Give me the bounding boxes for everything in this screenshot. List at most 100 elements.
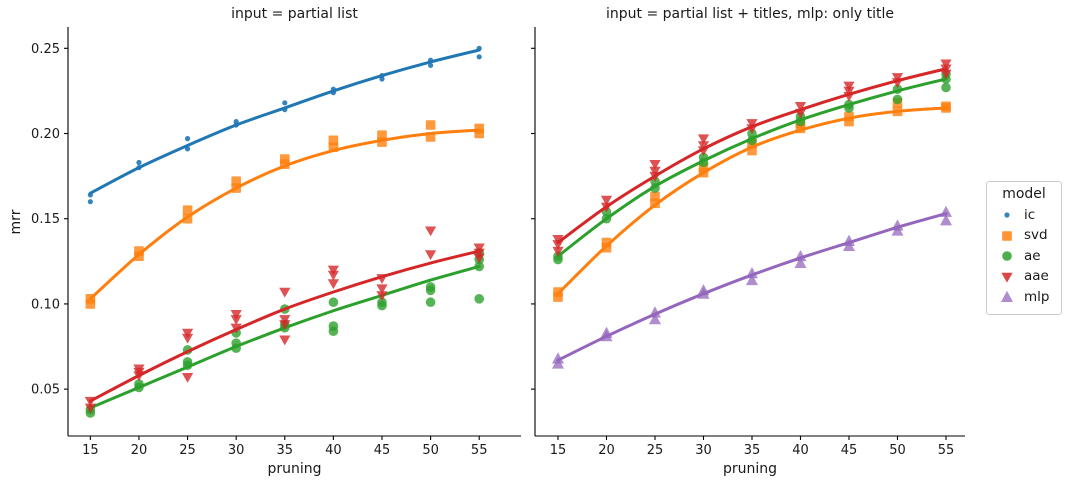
legend-entry-label: ae xyxy=(1024,247,1041,264)
scatter-point xyxy=(233,118,239,125)
scatter-point xyxy=(1004,212,1010,218)
scatter-point xyxy=(230,309,242,320)
x-tick-label: 50 xyxy=(889,443,906,458)
scatter-point xyxy=(649,166,661,177)
legend-entry-label: ic xyxy=(1024,206,1036,223)
legend-entry-ae: ae xyxy=(987,246,1061,267)
scatter-point xyxy=(794,102,807,112)
y-axis-label: mrr xyxy=(8,209,24,235)
scatter-point xyxy=(328,321,339,331)
scatter-point xyxy=(182,205,193,215)
triangle-down-icon xyxy=(1001,272,1013,283)
scatter-point xyxy=(279,320,291,330)
scatter-point xyxy=(376,291,388,302)
x-axis-label-right: pruning xyxy=(722,461,778,477)
x-tick-label: 50 xyxy=(422,443,439,458)
y-tick-label: 0.25 xyxy=(31,42,60,57)
scatter-point xyxy=(181,328,194,339)
scatter-point xyxy=(87,199,93,205)
scatter-point xyxy=(1002,230,1012,241)
x-tick-label: 35 xyxy=(277,443,294,458)
trend-line-svd xyxy=(88,128,481,301)
scatter-point xyxy=(697,134,710,145)
scatter-point xyxy=(1001,272,1013,283)
scatter-point xyxy=(182,357,193,367)
y-tick-label: 0.15 xyxy=(31,212,60,227)
scatter-point xyxy=(474,294,484,304)
x-tick-label: 15 xyxy=(550,443,567,458)
x-axis-label-left: pruning xyxy=(267,461,322,477)
scatter-point xyxy=(1002,251,1012,262)
x-tick-label: 55 xyxy=(938,443,955,458)
scatter-point xyxy=(377,130,387,141)
scatter-point xyxy=(697,141,710,152)
scatter-point xyxy=(184,136,191,142)
legend-entry-svd: svd xyxy=(987,226,1061,247)
x-tick-label: 20 xyxy=(131,443,148,458)
circle-icon xyxy=(1002,251,1012,262)
trend-line-aae xyxy=(556,67,948,245)
scatter-point xyxy=(133,364,145,375)
scatter-point xyxy=(230,315,242,325)
scatter-point xyxy=(181,373,194,383)
legend: model ic svd ae aae mlp xyxy=(986,181,1062,315)
scatter-point xyxy=(552,234,564,245)
square-icon xyxy=(1002,230,1012,241)
x-tick-label: 45 xyxy=(374,443,391,458)
y-tick-label: 0.05 xyxy=(31,383,60,398)
x-tick-label: 25 xyxy=(647,443,664,458)
legend-title: model xyxy=(1002,186,1046,202)
scatter-point xyxy=(279,335,291,346)
x-tick-label: 30 xyxy=(695,443,712,458)
scatter-point xyxy=(425,297,436,308)
trend-line-svd xyxy=(556,106,948,296)
scatter-point xyxy=(843,86,855,97)
scatter-point xyxy=(473,243,485,254)
scatter-point xyxy=(376,284,388,295)
scatter-point xyxy=(843,81,855,92)
scatter-point xyxy=(552,240,564,250)
scatter-point xyxy=(279,287,291,298)
scatter-point xyxy=(476,54,482,60)
x-tick-label: 30 xyxy=(228,443,245,458)
scatter-point xyxy=(552,246,564,257)
legend-entry-ic: ic xyxy=(987,205,1061,226)
legend-entries: ic svd ae aae mlp xyxy=(987,205,1061,308)
panel-title-left: input = partial list xyxy=(231,6,358,22)
x-tick-label: 15 xyxy=(82,443,99,458)
scatter-point xyxy=(794,256,807,269)
trend-line-ae xyxy=(556,77,948,258)
dot-icon xyxy=(1004,212,1010,218)
panel-title-right: input = partial list + titles, mlp: only… xyxy=(606,6,894,22)
scatter-point xyxy=(892,94,903,105)
scatter-point xyxy=(600,195,613,206)
scatter-point xyxy=(181,333,194,344)
x-tick-label: 55 xyxy=(471,443,488,458)
scatter-point xyxy=(1001,291,1013,303)
scatter-point xyxy=(551,352,564,364)
legend-entry-label: mlp xyxy=(1024,288,1050,305)
legend-entry-label: aae xyxy=(1024,268,1049,284)
legend-entry-aae: aae xyxy=(987,267,1061,288)
scatter-point xyxy=(282,100,288,106)
scatter-point xyxy=(327,279,339,290)
y-tick-label: 0.10 xyxy=(31,297,60,312)
scatter-point xyxy=(940,69,952,80)
scatter-point xyxy=(746,119,758,129)
x-tick-label: 35 xyxy=(744,443,761,458)
scatter-point xyxy=(425,120,436,130)
triangle-up-icon xyxy=(1001,291,1013,303)
scatter-point xyxy=(427,62,434,68)
scatter-point xyxy=(377,297,387,308)
x-tick-label: 40 xyxy=(325,443,342,458)
scatter-point xyxy=(940,59,952,70)
scatter-point xyxy=(328,135,339,146)
trend-line-ic xyxy=(88,48,481,195)
scatter-point xyxy=(327,265,339,276)
scatter-point xyxy=(939,214,952,226)
scatter-point xyxy=(473,253,485,264)
scatter-point xyxy=(424,250,437,261)
scatter-point xyxy=(328,297,339,308)
y-tick-label: 0.20 xyxy=(31,127,60,142)
